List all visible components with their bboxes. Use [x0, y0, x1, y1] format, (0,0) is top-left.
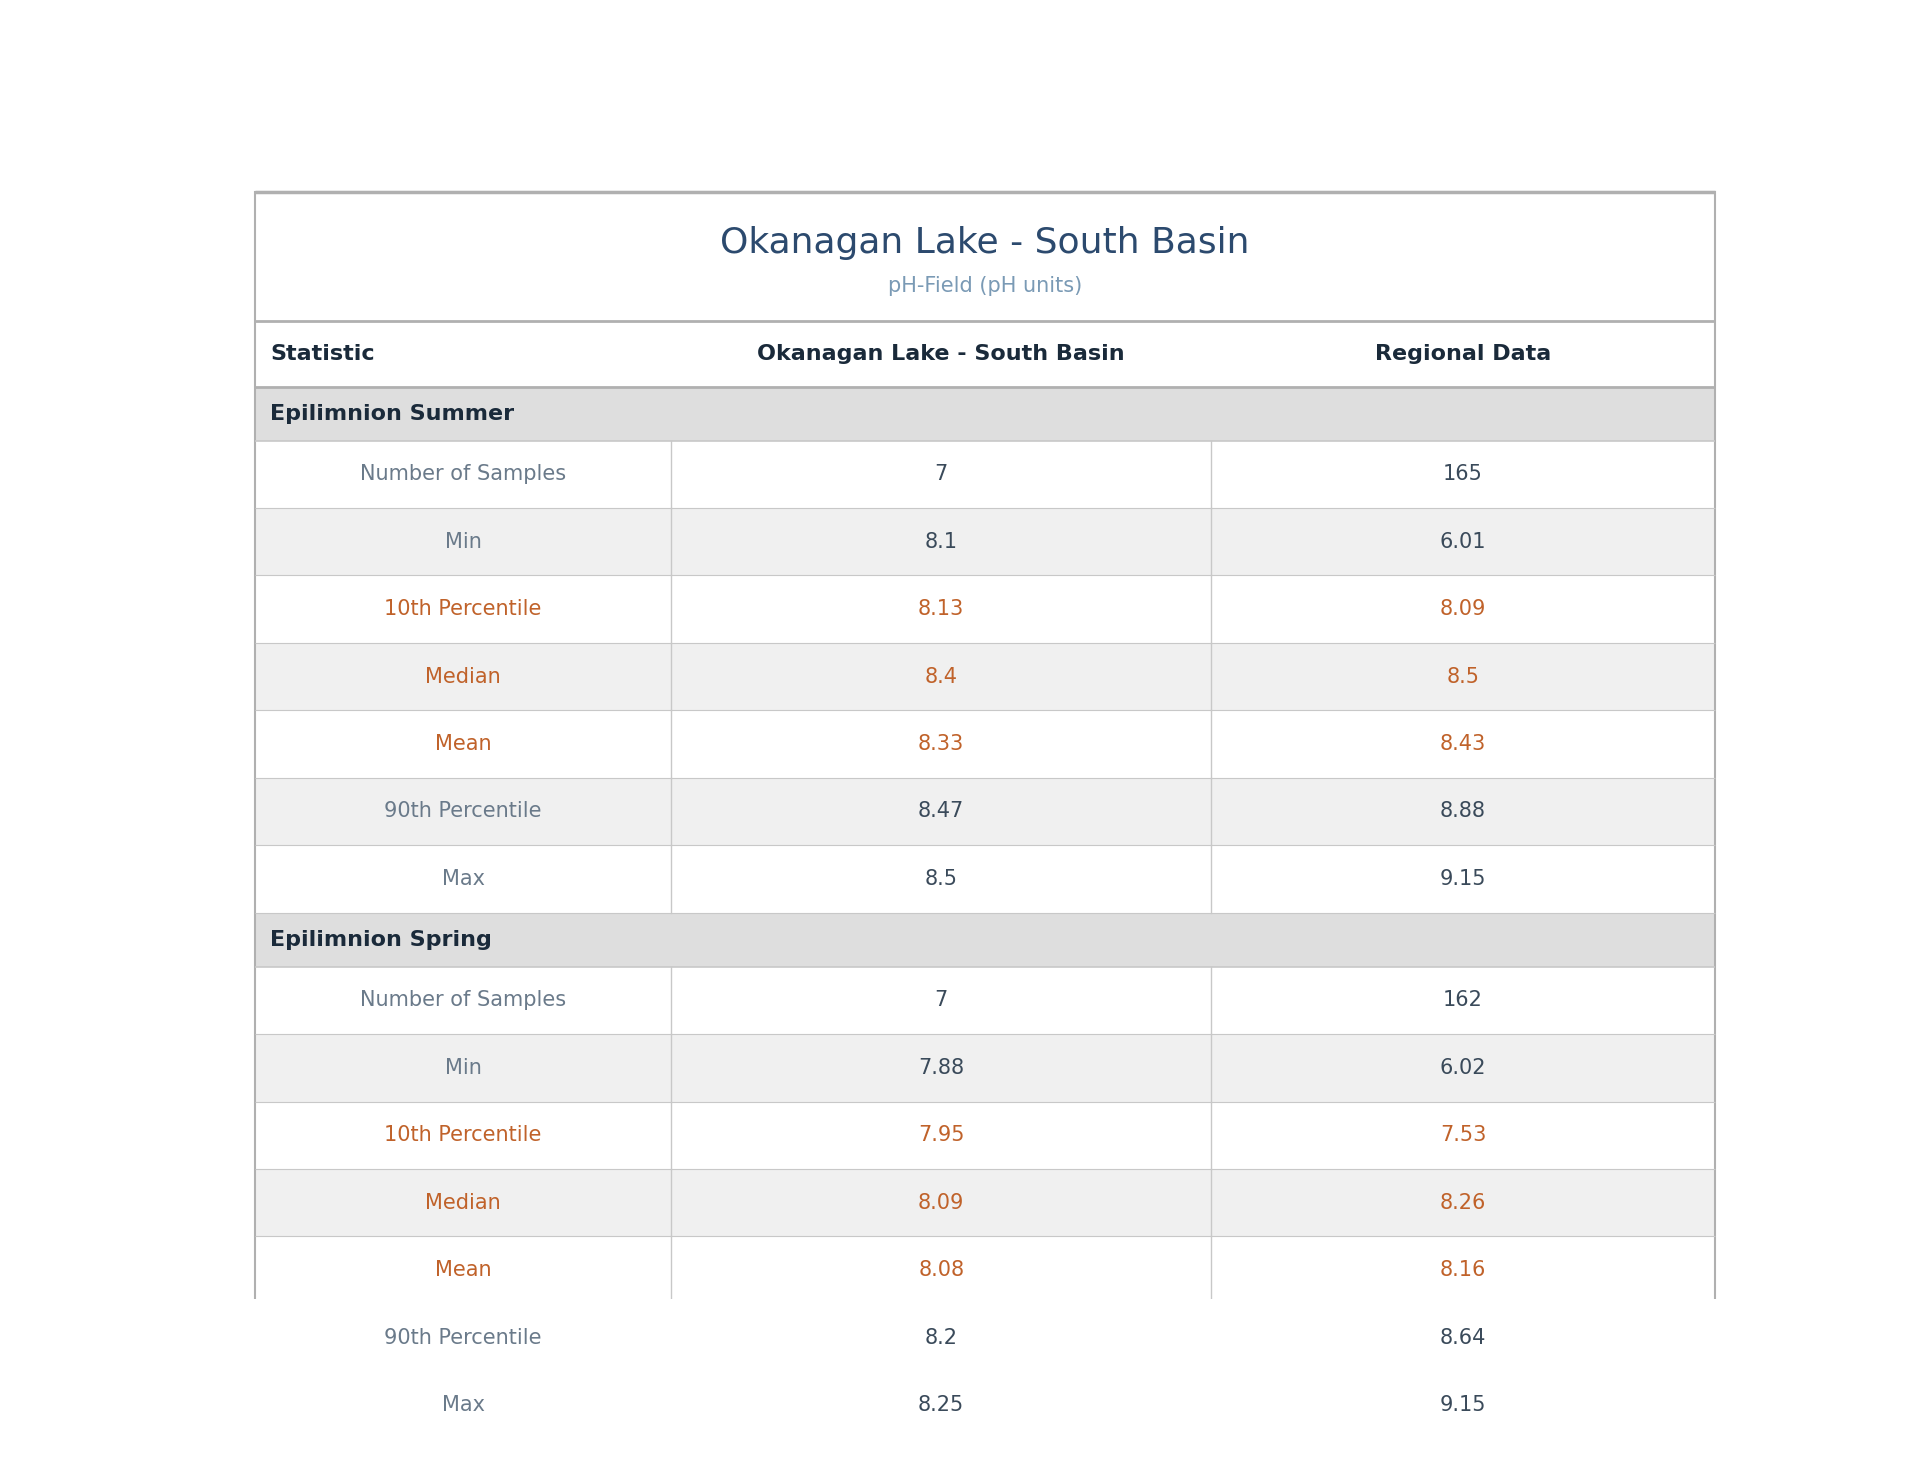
Bar	[256, 1169, 1714, 1237]
Text: 8.43: 8.43	[1440, 734, 1486, 753]
Text: 7: 7	[934, 464, 948, 485]
Text: Min: Min	[444, 531, 482, 552]
Text: 8.5: 8.5	[1447, 667, 1480, 686]
Text: 8.88: 8.88	[1440, 802, 1486, 822]
Bar	[256, 575, 1714, 642]
Text: 9.15: 9.15	[1440, 869, 1486, 889]
Bar	[256, 967, 1714, 1034]
Text: 8.08: 8.08	[919, 1260, 965, 1280]
Text: 7: 7	[934, 990, 948, 1010]
Bar	[256, 912, 1714, 967]
Text: Mean: Mean	[434, 1260, 492, 1280]
Bar	[256, 321, 1714, 387]
Text: 8.13: 8.13	[919, 599, 965, 619]
Text: Epilimnion Summer: Epilimnion Summer	[269, 403, 515, 423]
Text: 8.09: 8.09	[1440, 599, 1486, 619]
Bar	[256, 845, 1714, 912]
Text: Mean: Mean	[434, 734, 492, 753]
Bar	[256, 778, 1714, 845]
Text: 8.4: 8.4	[924, 667, 957, 686]
Text: 90th Percentile: 90th Percentile	[384, 802, 542, 822]
Text: 9.15: 9.15	[1440, 1396, 1486, 1415]
Text: 90th Percentile: 90th Percentile	[384, 1327, 542, 1348]
Text: 7.88: 7.88	[919, 1058, 965, 1077]
Text: 8.2: 8.2	[924, 1327, 957, 1348]
Text: 8.26: 8.26	[1440, 1193, 1486, 1213]
Text: Regional Data: Regional Data	[1374, 345, 1551, 364]
Bar	[256, 1101, 1714, 1169]
Text: 8.1: 8.1	[924, 531, 957, 552]
Bar	[256, 441, 1714, 508]
Bar	[256, 1034, 1714, 1101]
Text: 6.02: 6.02	[1440, 1058, 1486, 1077]
Bar	[256, 1304, 1714, 1371]
Text: Median: Median	[425, 667, 502, 686]
Text: 10th Percentile: 10th Percentile	[384, 599, 542, 619]
Text: 7.95: 7.95	[919, 1126, 965, 1145]
Bar	[256, 711, 1714, 778]
Text: 8.25: 8.25	[919, 1396, 965, 1415]
Text: 162: 162	[1443, 990, 1484, 1010]
Text: Max: Max	[442, 869, 484, 889]
Text: 8.47: 8.47	[919, 802, 965, 822]
Text: 6.01: 6.01	[1440, 531, 1486, 552]
Bar	[256, 387, 1714, 441]
Text: Number of Samples: Number of Samples	[359, 464, 567, 485]
Text: Okanagan Lake - South Basin: Okanagan Lake - South Basin	[721, 226, 1249, 260]
Text: 165: 165	[1443, 464, 1484, 485]
Bar	[256, 642, 1714, 711]
Text: 10th Percentile: 10th Percentile	[384, 1126, 542, 1145]
Text: 8.5: 8.5	[924, 869, 957, 889]
Text: Median: Median	[425, 1193, 502, 1213]
Text: 8.16: 8.16	[1440, 1260, 1486, 1280]
Text: 7.53: 7.53	[1440, 1126, 1486, 1145]
Text: Statistic: Statistic	[269, 345, 375, 364]
Bar	[256, 1237, 1714, 1304]
Text: 8.09: 8.09	[919, 1193, 965, 1213]
Text: 8.64: 8.64	[1440, 1327, 1486, 1348]
Text: Okanagan Lake - South Basin: Okanagan Lake - South Basin	[757, 345, 1124, 364]
Bar	[256, 508, 1714, 575]
Bar	[256, 193, 1714, 321]
Text: Epilimnion Spring: Epilimnion Spring	[269, 930, 492, 949]
Bar	[256, 1371, 1714, 1438]
Text: pH-Field (pH units): pH-Field (pH units)	[888, 276, 1082, 296]
Text: Min: Min	[444, 1058, 482, 1077]
Text: Max: Max	[442, 1396, 484, 1415]
Text: Number of Samples: Number of Samples	[359, 990, 567, 1010]
Text: 8.33: 8.33	[919, 734, 965, 753]
